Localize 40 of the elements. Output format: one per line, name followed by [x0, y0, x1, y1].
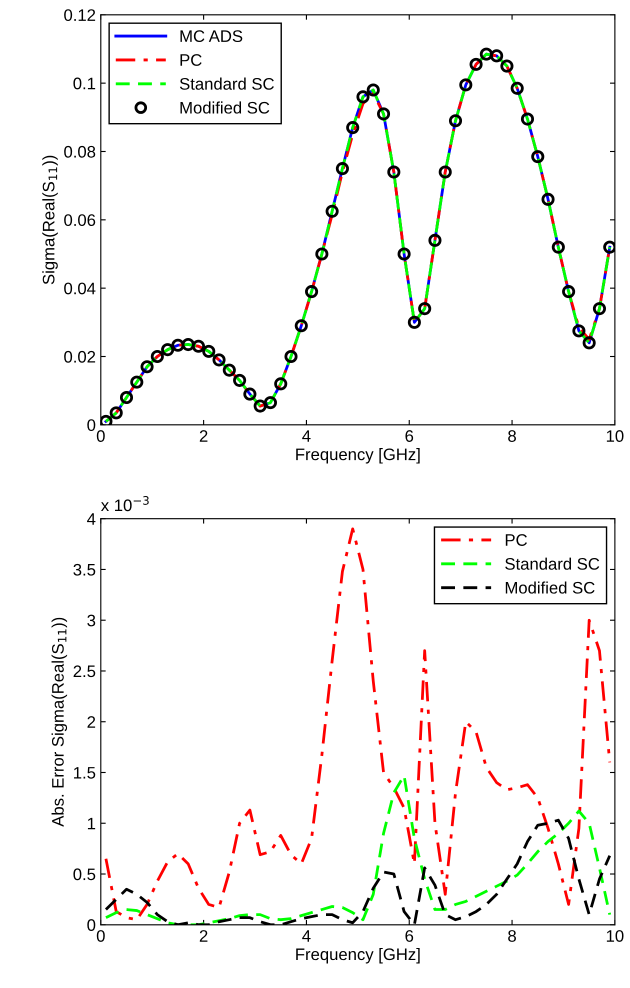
y-tick-label: 0 — [87, 419, 96, 432]
x-tick-label: 6 — [405, 930, 414, 942]
x-tick-label: 10 — [606, 930, 624, 942]
x-tick-label: 4 — [302, 930, 311, 942]
x-tick-label: 6 — [405, 430, 414, 442]
x-tick-label: 4 — [302, 430, 311, 442]
y-tick-label: 2.5 — [74, 665, 96, 678]
x-axis-title: Frequency [GHz] — [296, 948, 420, 964]
legend-label: Standard SC — [505, 558, 600, 570]
y-tick-label: 1.5 — [74, 767, 96, 779]
y-tick-label: 1 — [88, 818, 96, 830]
x-tick-label: 8 — [508, 430, 516, 442]
y-tick-label: 0.02 — [64, 350, 96, 363]
legend-label: Modified SC — [180, 101, 270, 114]
y-tick-label: 0.06 — [64, 214, 96, 226]
x-axis-title: Frequency [GHz] — [296, 448, 420, 464]
legend-label: PC — [180, 54, 202, 66]
y-tick-label: 0.12 — [64, 9, 96, 22]
y-tick-label: 2 — [88, 716, 96, 728]
x-tick-label: 2 — [200, 430, 208, 442]
x-tick-label: 10 — [606, 430, 624, 442]
y-tick-label: 0 — [87, 919, 96, 931]
legend-label: Modified SC — [506, 581, 595, 594]
x-tick-label: 2 — [200, 930, 208, 942]
y-tick-label: 0.04 — [64, 282, 96, 294]
text: x 10$^{−3}$ — [100, 496, 149, 512]
y-tick-label: 3 — [87, 614, 96, 626]
y-axis-title: Sigma(Real(S$_{11}$)) — [42, 156, 58, 284]
legend-label: MC ADS — [180, 30, 242, 42]
x-tick-label: 8 — [508, 930, 516, 942]
y-tick-label: 0.08 — [64, 146, 96, 158]
y-tick-label: 4 — [87, 513, 96, 525]
y-axis-title: Abs. Error Sigma(Real(S$_{11}$)) — [52, 618, 68, 827]
x-tick-label: 0 — [96, 930, 105, 942]
x-tick-label: 0 — [96, 430, 105, 442]
y-tick-label: 0.1 — [73, 78, 96, 90]
y-tick-label: 3.5 — [73, 564, 96, 576]
y-tick-label: 0.5 — [73, 868, 96, 880]
legend-label: PC — [506, 534, 527, 546]
legend-label: Standard SC — [180, 78, 274, 90]
